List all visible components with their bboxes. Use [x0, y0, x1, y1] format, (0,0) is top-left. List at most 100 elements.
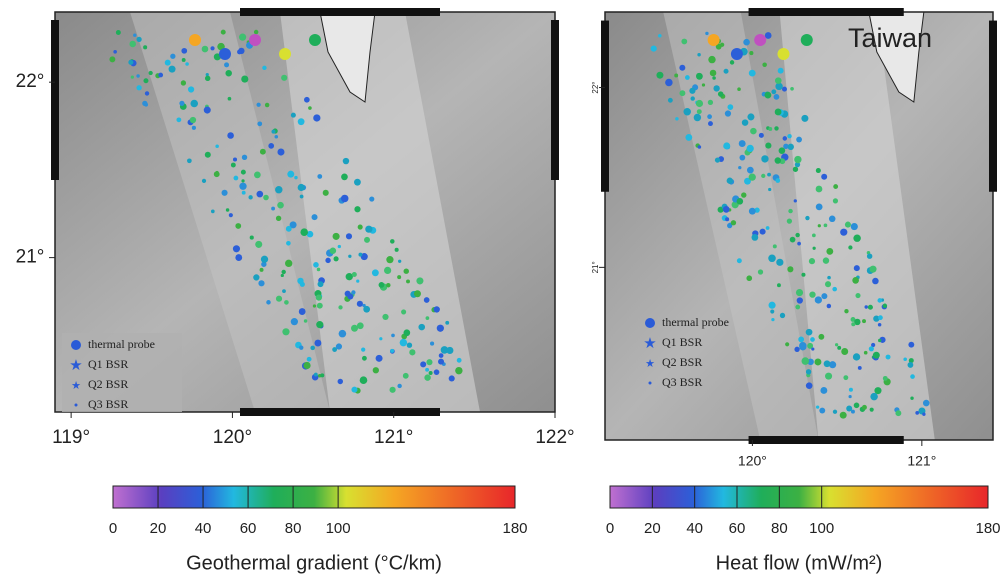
- survey-point: [303, 361, 311, 370]
- survey-point: [765, 226, 770, 230]
- survey-point: [290, 318, 298, 326]
- legend-symbol: [71, 340, 81, 350]
- survey-point: [333, 256, 339, 262]
- survey-point: [807, 358, 814, 366]
- survey-point: [840, 228, 848, 236]
- survey-point: [848, 394, 852, 399]
- survey-point: [239, 182, 247, 190]
- survey-point: [867, 304, 873, 310]
- survey-point: [345, 233, 353, 240]
- survey-point: [351, 324, 359, 332]
- y-tick-label: 21°: [591, 261, 600, 273]
- survey-point: [344, 290, 351, 297]
- survey-point: [424, 374, 431, 381]
- survey-point: [402, 372, 409, 379]
- survey-point: [788, 208, 793, 214]
- survey-point: [378, 281, 385, 288]
- frame-bar: [748, 8, 904, 16]
- survey-point: [113, 49, 117, 54]
- survey-point: [827, 275, 831, 280]
- survey-point: [790, 86, 794, 91]
- probe-point: [249, 34, 261, 46]
- survey-point: [299, 345, 304, 350]
- survey-point: [227, 132, 234, 139]
- survey-point: [738, 140, 746, 148]
- legend-label: Q1 BSR: [662, 335, 702, 349]
- survey-point: [811, 347, 815, 351]
- survey-point: [870, 392, 878, 401]
- survey-point: [871, 342, 876, 348]
- survey-point: [275, 215, 282, 222]
- survey-point: [844, 309, 849, 314]
- survey-point: [665, 78, 673, 87]
- survey-point: [338, 329, 347, 338]
- survey-point: [873, 315, 880, 322]
- survey-point: [717, 91, 724, 97]
- survey-point: [189, 116, 197, 124]
- survey-point: [228, 213, 233, 218]
- survey-point: [255, 240, 263, 248]
- survey-point: [287, 170, 295, 178]
- survey-point: [259, 267, 264, 272]
- survey-point: [230, 162, 236, 168]
- survey-point: [168, 65, 176, 73]
- survey-point: [303, 319, 308, 323]
- colorbar-tick-label: 20: [644, 520, 661, 537]
- probe-point: [800, 34, 813, 46]
- survey-point: [313, 114, 321, 122]
- survey-point: [397, 383, 402, 389]
- colorbar: [112, 485, 516, 509]
- survey-point: [337, 244, 341, 249]
- survey-point: [232, 157, 238, 162]
- survey-point: [253, 29, 259, 35]
- survey-point: [455, 366, 463, 375]
- coastline: [319, 11, 376, 103]
- ridge-relief: [130, 12, 330, 412]
- survey-point: [271, 129, 276, 134]
- survey-point: [285, 259, 293, 268]
- survey-point: [824, 281, 832, 288]
- survey-point: [736, 197, 744, 205]
- probe-point: [189, 34, 201, 46]
- survey-point: [335, 343, 343, 350]
- survey-point: [850, 223, 858, 231]
- survey-point: [834, 343, 839, 347]
- survey-point: [748, 207, 756, 215]
- survey-point: [774, 126, 779, 131]
- probe-point: [219, 48, 231, 60]
- survey-point: [774, 157, 782, 164]
- survey-point: [866, 253, 873, 259]
- survey-point: [210, 46, 215, 51]
- x-tick-label: 121°: [374, 427, 413, 448]
- survey-point: [764, 91, 772, 99]
- survey-point: [128, 59, 134, 65]
- survey-point: [723, 68, 729, 74]
- survey-point: [862, 319, 866, 324]
- survey-point: [726, 177, 733, 184]
- survey-point: [737, 87, 741, 91]
- legend-symbol: ★: [643, 335, 656, 352]
- survey-point: [656, 71, 664, 79]
- survey-point: [722, 205, 730, 213]
- survey-point: [854, 318, 861, 326]
- survey-point: [133, 33, 137, 37]
- survey-point: [697, 145, 702, 149]
- coastline: [868, 11, 925, 103]
- colorbar-tick-label: 80: [285, 520, 302, 537]
- survey-point: [440, 346, 449, 354]
- survey-point: [679, 64, 686, 71]
- survey-point: [232, 245, 241, 253]
- survey-point: [225, 69, 232, 77]
- survey-point: [240, 169, 246, 175]
- survey-point: [787, 266, 794, 273]
- survey-point: [839, 411, 847, 419]
- survey-point: [298, 308, 306, 315]
- survey-point: [793, 199, 797, 203]
- survey-point: [204, 151, 211, 158]
- survey-point: [850, 409, 855, 414]
- survey-point: [857, 365, 862, 370]
- survey-point: [446, 346, 454, 354]
- survey-point: [277, 201, 284, 209]
- survey-point: [201, 178, 207, 183]
- colorbar-tick-label: 100: [809, 520, 834, 537]
